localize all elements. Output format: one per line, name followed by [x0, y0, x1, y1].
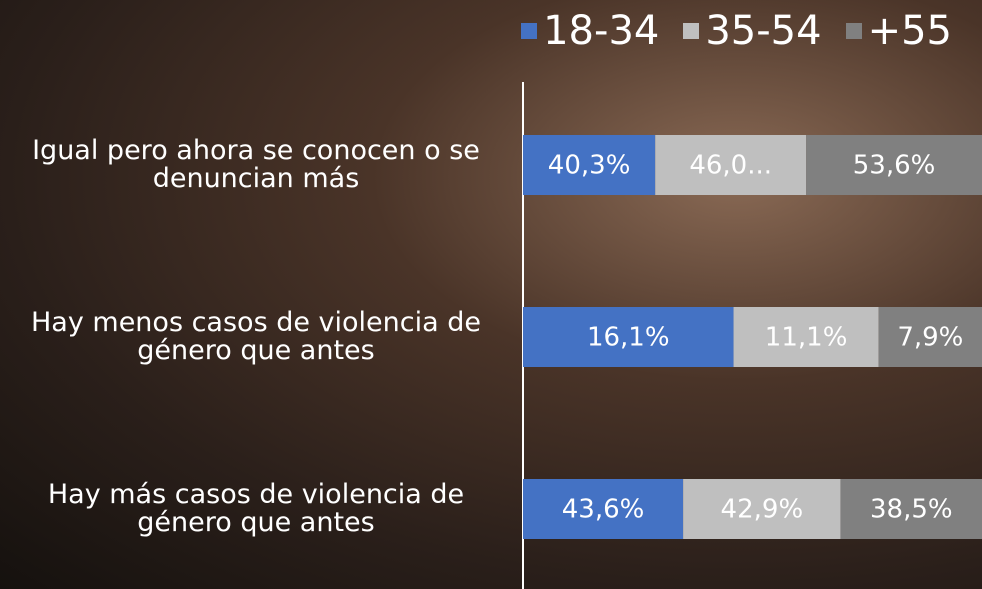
chart: 40,3% 46,0... 53,6% 16,1% 11,1% 7,9% 43,6% 42,9…: [0, 0, 982, 589]
value-label: 42,9%: [721, 495, 804, 525]
value-label: 40,3%: [548, 151, 631, 181]
legend-item: 18-34: [521, 8, 659, 54]
legend-item: 35-54: [683, 8, 821, 54]
legend-swatch: [683, 23, 699, 39]
legend-swatch: [521, 23, 537, 39]
value-label: 53,6%: [853, 151, 936, 181]
value-label: 38,5%: [870, 495, 953, 525]
value-label: 43,6%: [562, 495, 645, 525]
legend-swatch: [846, 23, 862, 39]
category-label: Hay menos casos de violencia de género q…: [0, 309, 512, 365]
category-label: Hay más casos de violencia de género que…: [0, 481, 512, 537]
category-label: Igual pero ahora se conocen o se denunci…: [0, 137, 512, 193]
value-label: 7,9%: [897, 323, 963, 353]
legend-item: +55: [846, 8, 952, 54]
legend: 18-34 35-54 +55: [521, 8, 952, 54]
value-label: 16,1%: [587, 323, 670, 353]
value-label: 46,0...: [689, 151, 772, 181]
value-label: 11,1%: [765, 323, 848, 353]
legend-label: 35-54: [705, 8, 821, 54]
legend-label: +55: [868, 8, 952, 54]
legend-label: 18-34: [543, 8, 659, 54]
